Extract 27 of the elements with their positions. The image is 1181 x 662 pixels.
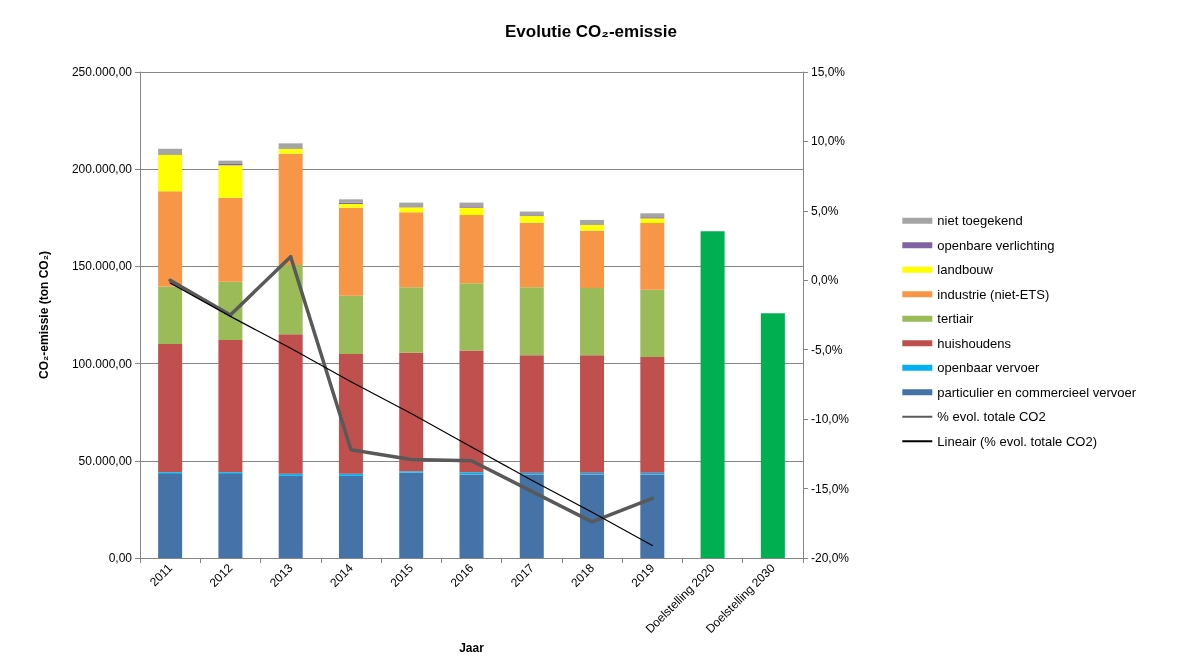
chart-title: Evolutie CO₂-emissie [505,22,677,41]
legend-label: huishoudens [937,335,1012,351]
legend-label: landbouw [937,262,994,278]
y2-tick-label: -10,0% [811,412,850,427]
legend-label: industrie (niet-ETS) [937,286,1050,302]
legend-label: % evol. totale CO2 [937,409,1046,425]
y2-tick-label: -15,0% [811,481,850,496]
y2-tick-label: 10,0% [811,134,846,149]
y-tick-label: 100.000,00 [71,356,133,371]
y-tick-label: 50.000,00 [78,453,133,468]
y2-tick-label: 0,0% [811,273,839,288]
y-tick-label: 250.000,00 [71,65,133,79]
legend-label: particulier en commercieel vervoer [937,384,1137,400]
x-axis-title: Jaar [459,641,485,656]
y-tick-label: 150.000,00 [71,259,133,274]
legend-label: tertiair [937,311,975,327]
y2-tick-label: -20,0% [811,551,850,565]
y-axis-title: CO₂-emissie (ton CO₂) [37,250,51,380]
y2-tick-label: 15,0% [811,65,846,79]
legend-label: Lineair (% evol. totale CO2) [937,433,1098,449]
legend-label: openbare verlichting [937,237,1055,253]
legend-label: niet toegekend [937,213,1023,229]
y-tick-label: 0,00 [108,551,133,565]
legend-label: openbaar vervoer [937,360,1040,376]
y2-tick-label: 5,0% [811,203,839,218]
y-tick-label: 200.000,00 [71,162,133,177]
y2-tick-label: -5,0% [811,342,843,357]
